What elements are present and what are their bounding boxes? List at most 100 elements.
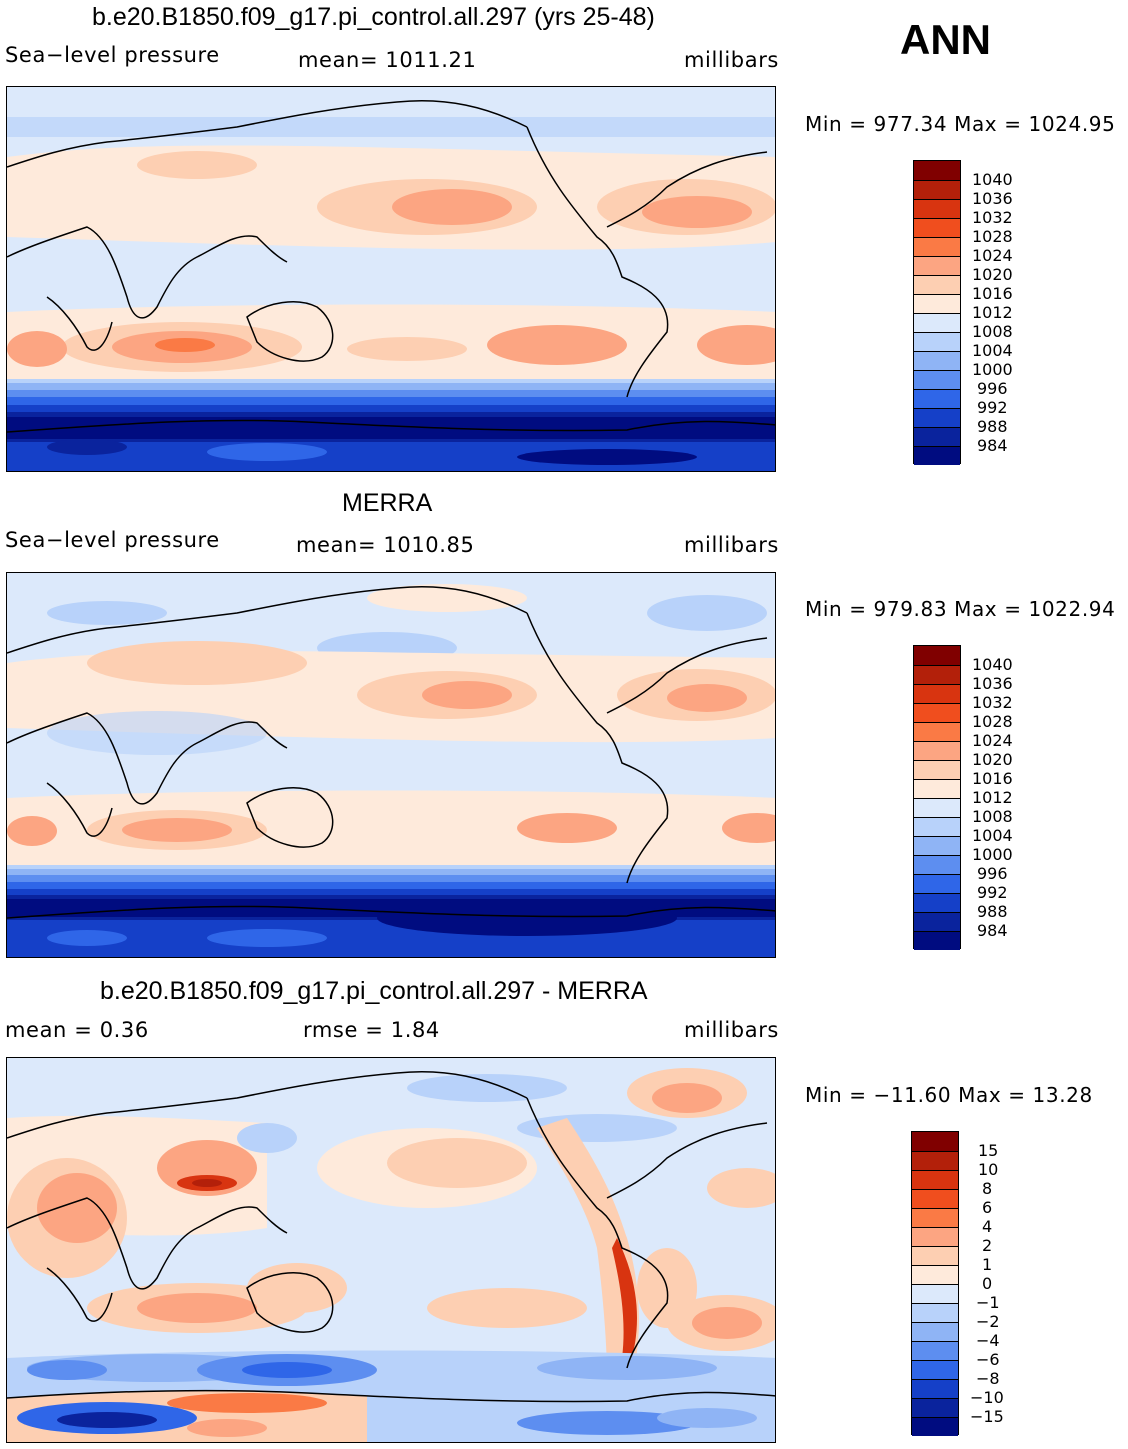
- colorbar-tick: 15: [978, 1141, 999, 1160]
- colorbar-swatch: [912, 1303, 958, 1322]
- contour-map: [6, 86, 776, 472]
- colorbar-swatch: [912, 1208, 958, 1227]
- colorbar-swatch: [912, 1170, 958, 1189]
- colorbar-swatch: [914, 237, 960, 256]
- colorbar-swatch: [914, 161, 960, 180]
- colorbar-tick: −10: [970, 1388, 1004, 1407]
- panel-units-label: millibars: [684, 533, 779, 557]
- colorbar-tick: 1036: [972, 189, 1013, 208]
- colorbar-tick: 10: [978, 1160, 999, 1179]
- colorbar-tick: 1040: [972, 170, 1013, 189]
- colorbar-swatch: [914, 684, 960, 703]
- colorbar-tick: 1: [982, 1255, 993, 1274]
- colorbar-swatch: [912, 1265, 958, 1284]
- panel-title: MERRA: [342, 489, 433, 517]
- colorbar-swatch: [912, 1151, 958, 1170]
- colorbar-tick: 988: [977, 902, 1008, 921]
- colorbar-swatch: [912, 1398, 958, 1417]
- colorbar-tick: 1016: [972, 284, 1013, 303]
- colorbar-tick: 1012: [972, 303, 1013, 322]
- colorbar-tick: 8: [982, 1179, 993, 1198]
- contour-map: [6, 572, 776, 958]
- colorbar-tick: 1004: [972, 341, 1013, 360]
- map-field: [7, 87, 775, 471]
- colorbar-tick: −6: [976, 1350, 1000, 1369]
- colorbar-tick: 4: [982, 1217, 993, 1236]
- colorbar-tick: 996: [977, 379, 1008, 398]
- panel-mean-label: mean = 0.36: [5, 1018, 149, 1042]
- colorbar-tick: 1020: [972, 265, 1013, 284]
- colorbar-swatch: [914, 893, 960, 912]
- panel-variable-label: Sea−level pressure: [5, 528, 220, 552]
- colorbar-swatch: [914, 836, 960, 855]
- colorbar-swatch: [912, 1246, 958, 1265]
- panel-title: b.e20.B1850.f09_g17.pi_control.all.297 (…: [92, 3, 655, 31]
- colorbar-swatch: [914, 332, 960, 351]
- colorbar-tick: 1008: [972, 322, 1013, 341]
- panel-units-label: millibars: [684, 1018, 779, 1042]
- colorbar-tick: 1000: [972, 360, 1013, 379]
- colorbar-swatch: [914, 703, 960, 722]
- colorbar-tick: 0: [982, 1274, 993, 1293]
- contour-map: [6, 1057, 776, 1443]
- colorbar: [913, 645, 961, 950]
- colorbar-swatch: [914, 256, 960, 275]
- colorbar-tick: 1012: [972, 788, 1013, 807]
- colorbar-swatch: [914, 646, 960, 665]
- colorbar-swatch: [912, 1322, 958, 1341]
- colorbar-swatch: [912, 1379, 958, 1398]
- colorbar-swatch: [914, 931, 960, 950]
- colorbar-swatch: [914, 370, 960, 389]
- colorbar-swatch: [912, 1417, 958, 1436]
- colorbar-swatch: [914, 665, 960, 684]
- season-label: ANN: [900, 16, 991, 63]
- panel-minmax: Min = 979.83 Max = 1022.94: [805, 597, 1116, 621]
- colorbar-tick: 1032: [972, 208, 1013, 227]
- map-field: [7, 573, 775, 957]
- panel-mean-label: mean= 1010.85: [296, 533, 475, 557]
- colorbar: [913, 160, 961, 465]
- colorbar-tick: 996: [977, 864, 1008, 883]
- colorbar-tick: 1024: [972, 246, 1013, 265]
- colorbar-swatch: [914, 912, 960, 931]
- colorbar-swatch: [912, 1284, 958, 1303]
- colorbar-tick: 992: [977, 883, 1008, 902]
- colorbar-swatch: [914, 313, 960, 332]
- colorbar-swatch: [914, 351, 960, 370]
- panel-mean-label: mean= 1011.21: [298, 48, 477, 72]
- colorbar-tick: 984: [977, 921, 1008, 940]
- colorbar-tick: −4: [976, 1331, 1000, 1350]
- colorbar-swatch: [914, 218, 960, 237]
- colorbar-tick: −15: [970, 1407, 1004, 1426]
- panel-units-label: millibars: [684, 48, 779, 72]
- colorbar-swatch: [912, 1189, 958, 1208]
- colorbar-swatch: [914, 408, 960, 427]
- colorbar-swatch: [914, 760, 960, 779]
- colorbar-tick: 1024: [972, 731, 1013, 750]
- colorbar-tick: 1016: [972, 769, 1013, 788]
- colorbar-tick: 1036: [972, 674, 1013, 693]
- colorbar-swatch: [912, 1132, 958, 1151]
- colorbar-swatch: [914, 446, 960, 465]
- colorbar-tick: −8: [976, 1369, 1000, 1388]
- colorbar-tick: 1028: [972, 227, 1013, 246]
- colorbar-tick: 1008: [972, 807, 1013, 826]
- colorbar-swatch: [914, 199, 960, 218]
- colorbar-swatch: [912, 1360, 958, 1379]
- colorbar-tick: 992: [977, 398, 1008, 417]
- colorbar-tick: 2: [982, 1236, 993, 1255]
- panel-title: b.e20.B1850.f09_g17.pi_control.all.297 -…: [100, 977, 648, 1005]
- colorbar-swatch: [914, 427, 960, 446]
- colorbar-tick: 1028: [972, 712, 1013, 731]
- colorbar-swatch: [912, 1227, 958, 1246]
- colorbar-swatch: [914, 389, 960, 408]
- colorbar-swatch: [914, 180, 960, 199]
- colorbar-swatch: [914, 855, 960, 874]
- colorbar-tick: 1032: [972, 693, 1013, 712]
- colorbar-tick: 1000: [972, 845, 1013, 864]
- panel-minmax: Min = −11.60 Max = 13.28: [805, 1083, 1093, 1107]
- colorbar-tick: −2: [976, 1312, 1000, 1331]
- colorbar-tick: 1020: [972, 750, 1013, 769]
- colorbar-swatch: [914, 817, 960, 836]
- colorbar-tick: −1: [976, 1293, 1000, 1312]
